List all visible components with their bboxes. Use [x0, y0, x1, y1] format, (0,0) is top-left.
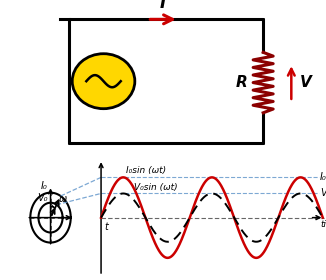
- Text: t: t: [104, 222, 108, 232]
- Text: V: V: [300, 75, 311, 90]
- Text: I₀: I₀: [41, 181, 48, 192]
- Text: I₀: I₀: [320, 172, 326, 182]
- Text: time: time: [320, 220, 326, 229]
- Text: V₀: V₀: [37, 193, 48, 203]
- Text: I₀sin (ωt): I₀sin (ωt): [126, 165, 166, 174]
- Text: I: I: [160, 0, 166, 13]
- Text: V₀: V₀: [320, 188, 326, 199]
- Circle shape: [72, 54, 135, 109]
- Text: R: R: [235, 75, 247, 90]
- Text: V₀sin (ωt): V₀sin (ωt): [134, 183, 177, 192]
- Text: ω: ω: [59, 194, 67, 204]
